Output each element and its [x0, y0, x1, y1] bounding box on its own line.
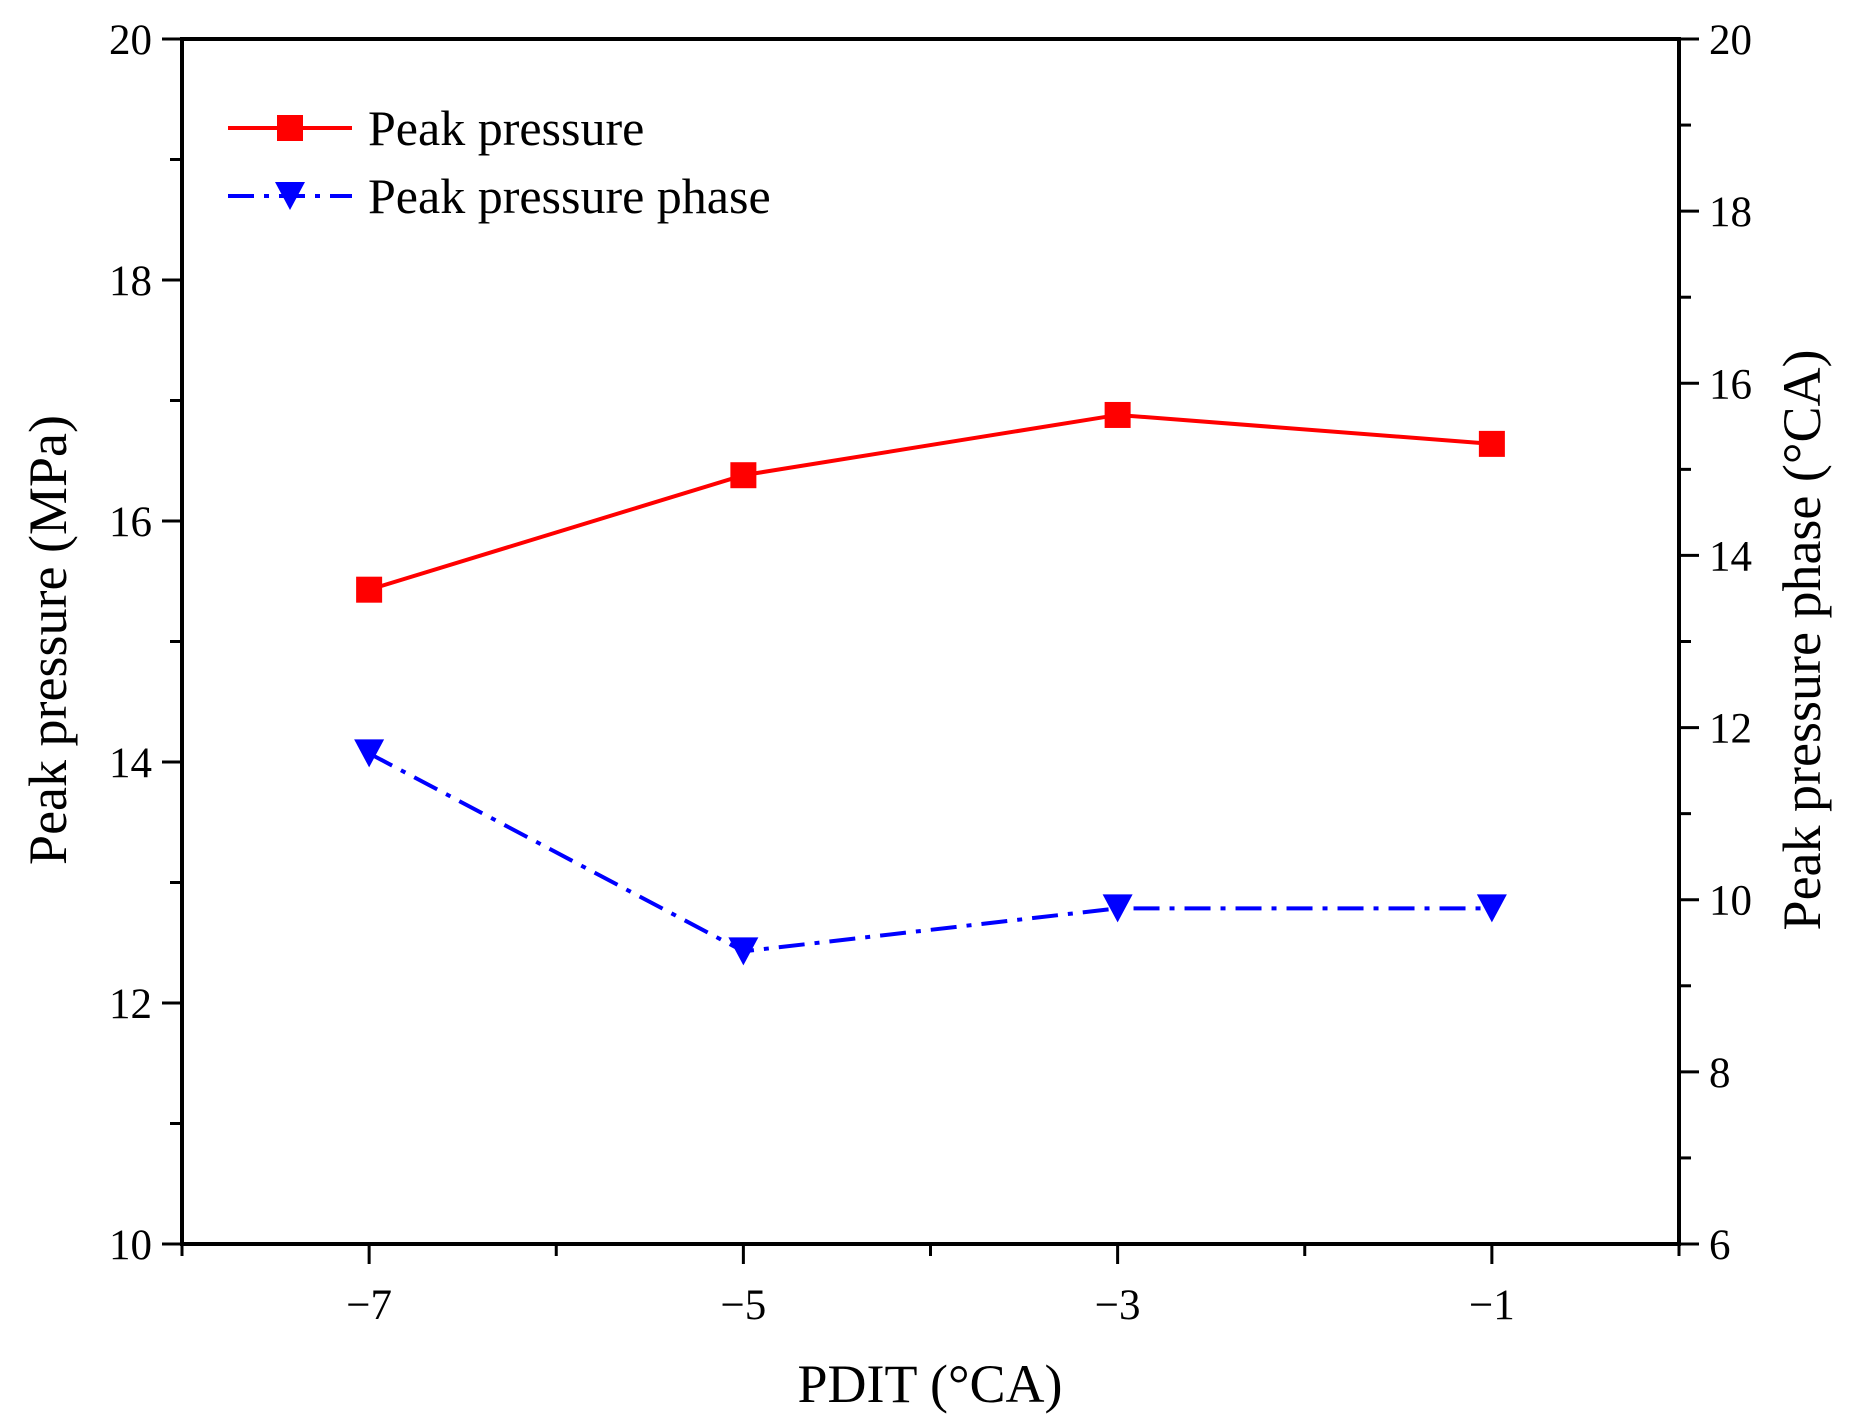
y-tick-label: 12	[109, 981, 152, 1028]
legend-marker-square	[277, 115, 303, 141]
x-tick-label: −1	[1469, 1282, 1515, 1329]
legend: Peak pressure Peak pressure phase	[228, 100, 771, 224]
data-point-peak-pressure-phase	[728, 937, 759, 966]
data-point-peak-pressure	[356, 576, 383, 603]
y-tick-label: 10	[109, 1222, 152, 1269]
data-point-peak-pressure	[1478, 430, 1505, 457]
data-point-peak-pressure-phase	[1476, 894, 1507, 923]
x-tick-label: −3	[1095, 1282, 1141, 1329]
data-point-peak-pressure	[1104, 401, 1131, 428]
series-markers	[354, 401, 1507, 966]
legend-label-peak-pressure-phase: Peak pressure phase	[368, 168, 771, 224]
y2-tick-label: 12	[1709, 706, 1752, 753]
y2-tick-label: 14	[1709, 533, 1752, 580]
y2-tick-label: 6	[1709, 1222, 1731, 1269]
y2-tick-label: 18	[1709, 189, 1752, 236]
y2-tick-label: 16	[1709, 361, 1752, 408]
y2-tick-label: 8	[1709, 1050, 1731, 1097]
x-axis-title: PDIT (°CA)	[797, 1354, 1062, 1414]
y-axis-title: Peak pressure (MPa)	[18, 415, 78, 865]
y2-tick-label: 20	[1709, 17, 1752, 64]
y-tick-label: 18	[109, 258, 152, 305]
y-tick-label: 20	[109, 17, 152, 64]
legend-item-peak-pressure: Peak pressure	[228, 100, 644, 156]
data-point-peak-pressure-phase	[354, 739, 385, 768]
y2-axis-title: Peak pressure phase (°CA)	[1772, 350, 1832, 931]
axis-ticks	[162, 37, 1699, 1264]
series-lines	[368, 412, 1493, 954]
tick-labels: −7 −5 −3 −1 10 12 14 16 18 20 6 8 10 12 14 16 18 20	[109, 17, 1752, 1329]
series-line-peak-pressure-phase	[368, 751, 1492, 954]
legend-item-peak-pressure-phase: Peak pressure phase	[228, 168, 771, 224]
legend-marker-triangle-down	[275, 182, 305, 210]
data-point-peak-pressure-phase	[1102, 894, 1133, 923]
y2-tick-label: 10	[1709, 878, 1752, 925]
x-tick-label: −5	[720, 1282, 766, 1329]
series-line-peak-pressure	[368, 412, 1493, 592]
x-tick-label: −7	[346, 1282, 392, 1329]
y-tick-label: 14	[109, 740, 152, 787]
y-tick-label: 16	[109, 499, 152, 546]
data-point-peak-pressure	[730, 462, 757, 489]
legend-label-peak-pressure: Peak pressure	[368, 100, 644, 156]
